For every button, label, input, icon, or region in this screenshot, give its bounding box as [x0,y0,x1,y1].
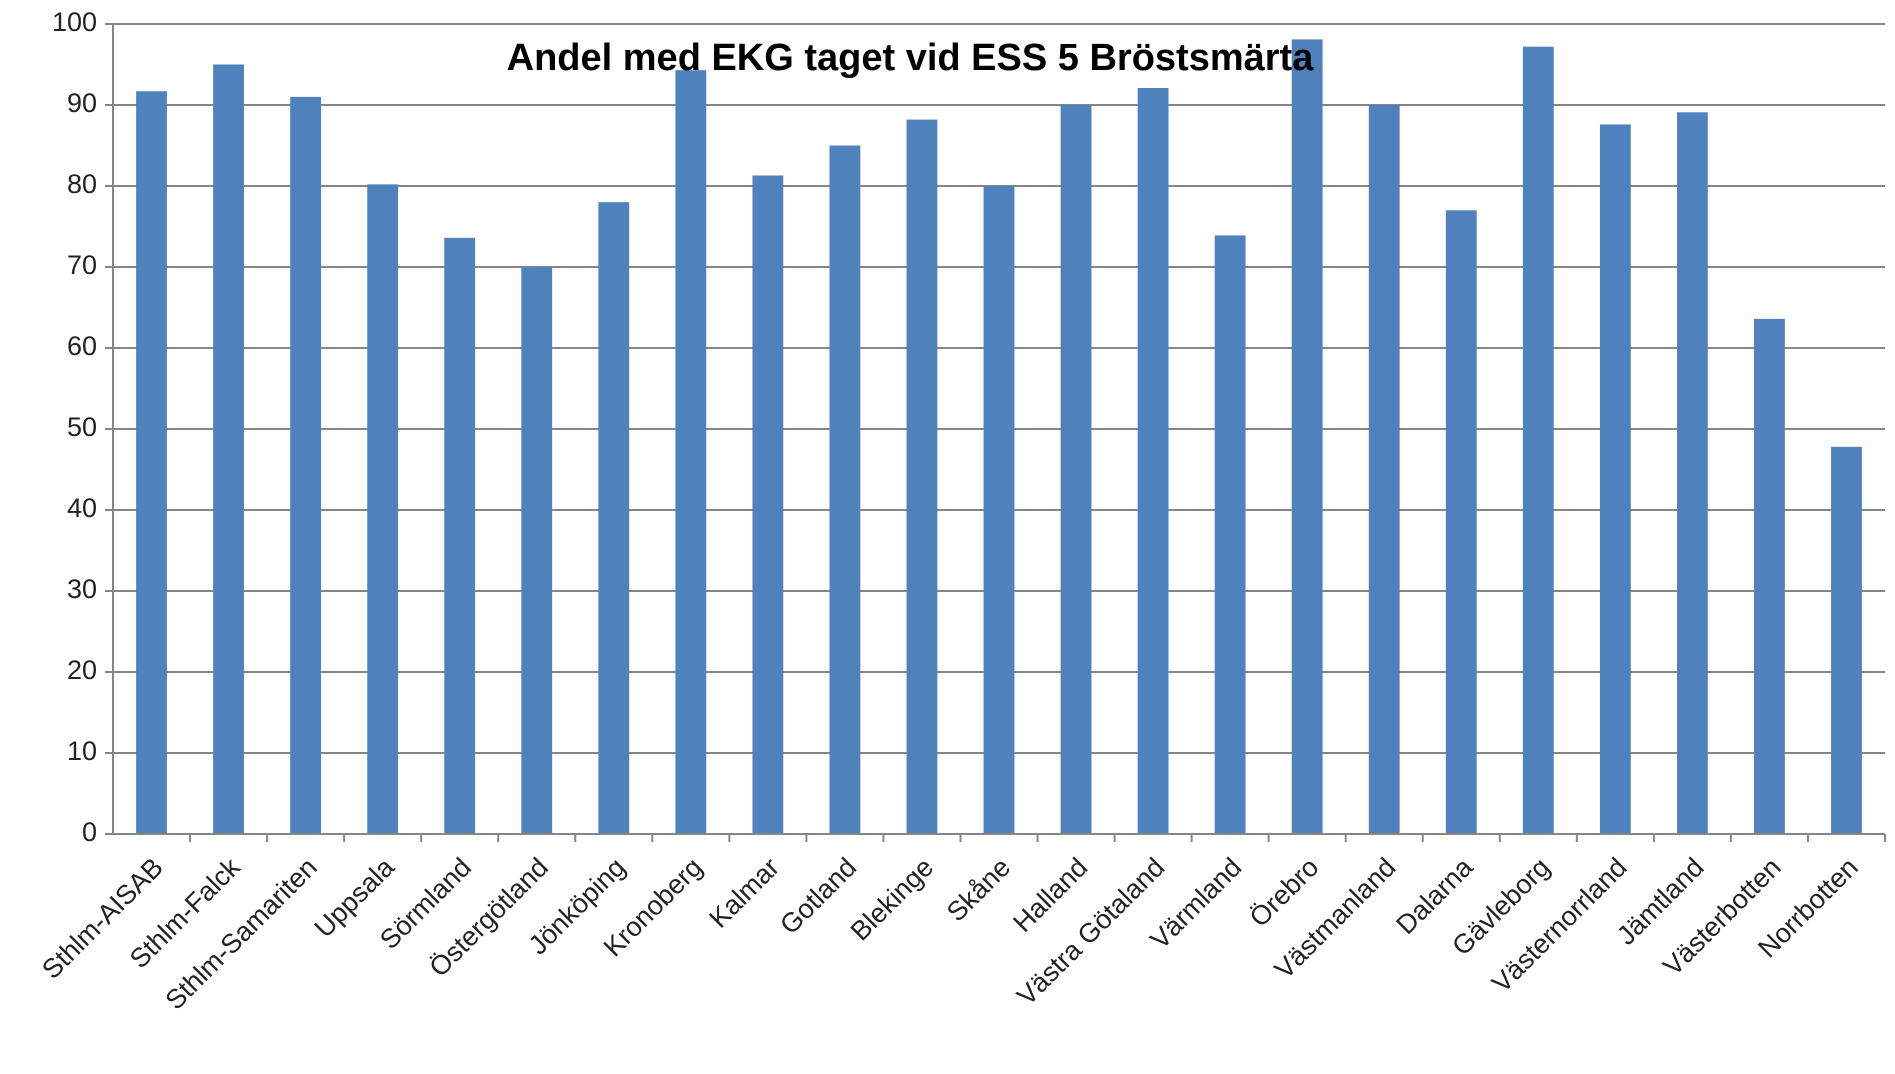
bar [136,91,167,835]
y-tick-label: 80 [67,169,97,199]
y-tick-label: 30 [67,574,97,604]
bar [1676,112,1708,835]
bar [1599,124,1631,834]
y-tick-label: 10 [67,736,97,766]
y-tick-label: 100 [52,7,97,37]
bar [521,267,553,834]
bar [1291,39,1323,834]
bar [752,175,784,835]
bar [444,237,476,835]
x-tick-label: Västernorrland [1486,852,1632,998]
x-tick-label: Skåne [941,852,1016,927]
bar [367,184,399,834]
bar [983,186,1015,834]
bar [1137,87,1169,835]
bar [1754,318,1785,835]
y-tick-label: 20 [67,655,97,685]
x-tick-label: Kalmar [703,852,785,934]
y-tick-label: 40 [67,493,97,523]
bar [906,119,938,834]
bar [1831,446,1862,834]
bar [675,70,707,835]
y-tick-label: 90 [67,88,97,118]
bar [1445,210,1477,835]
bar [1214,235,1246,834]
y-tick-label: 60 [67,331,97,361]
bar [213,64,244,834]
bar [1060,105,1092,834]
y-tick-label: 70 [67,250,97,280]
y-tick-label: 50 [67,412,97,442]
bar [598,202,630,834]
bar [829,145,861,834]
x-tick-label: Blekinge [845,852,939,946]
chart-title: Andel med EKG taget vid ESS 5 Bröstsmärt… [507,37,1315,79]
bar [1368,105,1400,834]
bar [290,96,322,834]
bar [1522,46,1554,835]
y-tick-label: 0 [82,817,97,847]
